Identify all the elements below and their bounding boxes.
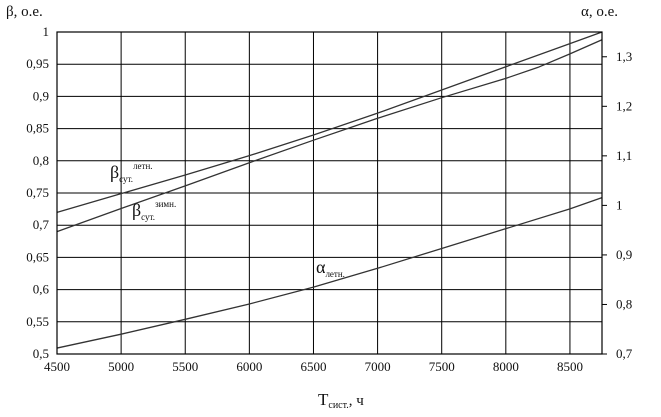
x-tick-label: 5500: [172, 359, 198, 374]
y-left-tick-label: 0,95: [26, 56, 49, 71]
y-left-tick-label: 0,7: [33, 217, 50, 232]
x-tick-label: 7500: [429, 359, 455, 374]
grid: [57, 32, 602, 354]
y-left-tick-label: 0,65: [26, 249, 49, 264]
y-left-tick-label: 0,85: [26, 121, 49, 136]
y-left-tick-label: 0,75: [26, 185, 49, 200]
series-line-alpha-summer: [56, 196, 603, 349]
series-label-beta-summer-sup: летн.: [133, 161, 153, 171]
x-tick-label: 7000: [365, 359, 391, 374]
y-left-tick-label: 0,5: [33, 346, 49, 361]
y-left-tick-label: 0,8: [33, 153, 49, 168]
y-left-tick-label: 0,55: [26, 314, 49, 329]
series-label-alpha-summer: αлетн.: [316, 257, 345, 279]
series-label-alpha-summer-sub: летн.: [325, 269, 345, 279]
y-right-tick-label: 0,8: [616, 296, 632, 311]
y-axis-right-title: α, о.е.: [581, 4, 618, 20]
y-right-tick-label: 0,7: [616, 346, 633, 361]
data-series: [56, 31, 603, 349]
series-label-beta-winter-sup: зимн.: [155, 199, 176, 209]
x-tick-label: 6500: [300, 359, 326, 374]
y-right-tick-label: 1: [616, 197, 623, 212]
x-tick-label: 4500: [44, 359, 70, 374]
series-label-alpha-summer-base: α: [316, 257, 326, 277]
series-line-beta-winter: [56, 39, 603, 233]
plot-frame: [56, 31, 603, 355]
y-right-tick-label: 1,3: [616, 49, 632, 64]
series-line-beta-summer: [56, 31, 603, 213]
y-right-tick-label: 0,9: [616, 247, 632, 262]
y-left-tick-label: 1: [43, 24, 50, 39]
series-label-beta-summer: βсут.летн.: [110, 161, 153, 184]
x-axis-title-sub: сист.: [328, 400, 348, 411]
y-right-tick-label: 1,1: [616, 148, 632, 163]
series-label-beta-winter: βсут.зимн.: [132, 199, 176, 222]
y-right-tick-label: 1,2: [616, 98, 632, 113]
series-label-beta-summer-base: β: [110, 162, 119, 182]
x-axis-title-unit: , ч: [349, 393, 365, 409]
tick-labels: 4500 5000 5500 6000 6500 7000 7500 8000 8500 0,5 0…: [26, 24, 633, 374]
x-tick-label: 8000: [493, 359, 519, 374]
x-tick-label: 8500: [557, 359, 583, 374]
x-tick-label: 6000: [236, 359, 262, 374]
x-tick-label: 5000: [108, 359, 134, 374]
series-label-beta-summer-sub: сут.: [119, 174, 133, 184]
y-left-tick-label: 0,9: [33, 88, 49, 103]
y-left-tick-label: 0,6: [33, 282, 50, 297]
y-axis-left-title: β, о.е.: [6, 4, 43, 20]
x-axis-title-main: T: [318, 390, 329, 409]
x-axis-title: Tсист., ч: [318, 390, 364, 411]
series-label-beta-winter-sub: сут.: [141, 212, 155, 222]
series-label-beta-winter-base: β: [132, 200, 141, 220]
